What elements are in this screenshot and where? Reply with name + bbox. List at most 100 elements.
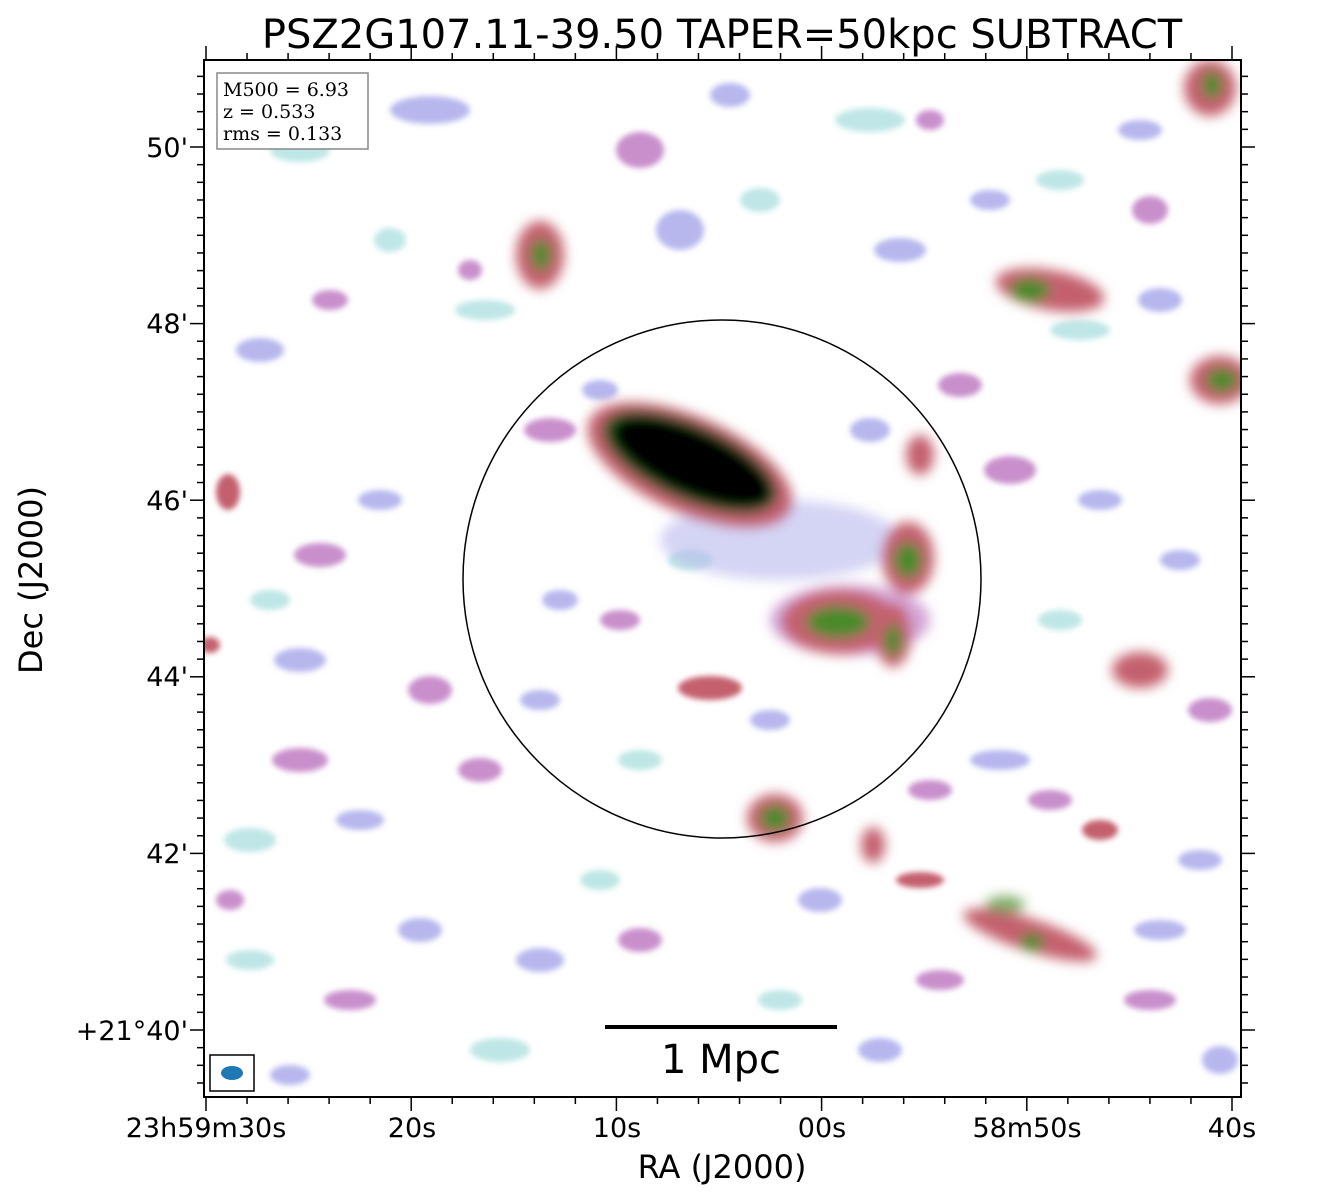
noise-blob <box>470 1038 530 1062</box>
noise-blob <box>908 780 952 800</box>
y-tick-label: +21°40' <box>76 1016 188 1047</box>
noise-blob <box>358 490 402 510</box>
info-box-frame <box>216 72 369 150</box>
noise-blob <box>204 637 220 653</box>
noise-blob <box>224 828 276 852</box>
y-axis-tick-labels: +21°40' 42' 44' 46' 48' 50' <box>76 133 188 1047</box>
noise-blob <box>618 750 662 770</box>
noise-blob <box>1050 320 1110 340</box>
noise-blob <box>524 418 576 442</box>
info-redshift: z = 0.533 <box>223 101 315 123</box>
noise-blob <box>1082 820 1118 840</box>
noise-blob <box>1188 698 1232 722</box>
noise-blob <box>750 710 790 730</box>
noise-blob <box>970 190 1010 210</box>
noise-blob <box>455 300 515 320</box>
source-core <box>531 239 551 271</box>
noise-blob <box>1036 170 1084 190</box>
noise-blob <box>458 758 502 782</box>
noise-blob <box>678 676 742 700</box>
noise-blob <box>324 990 376 1010</box>
scalebar: 1 Mpc <box>605 1025 837 1083</box>
source-outer <box>1112 652 1168 688</box>
source-core <box>1020 933 1044 951</box>
plot-area: M500 = 6.93 z = 0.533 rms = 0.133 1 Mpc <box>203 59 1242 1098</box>
x-tick-label: 00s <box>798 1113 846 1144</box>
noise-blob <box>798 888 842 912</box>
noise-blob <box>1202 1046 1238 1074</box>
x-tick-label: 58m50s <box>972 1113 1081 1144</box>
noise-blob <box>916 970 964 990</box>
source-core <box>1206 368 1238 392</box>
source-core <box>760 805 790 831</box>
noise-blob <box>740 188 780 212</box>
noise-blob <box>1038 610 1082 630</box>
noise-blob <box>970 750 1030 770</box>
noise-blob <box>1028 790 1072 810</box>
noise-blob <box>1178 850 1222 870</box>
noise-blob <box>858 1038 902 1062</box>
x-axis-tick-labels: 23h59m30s 20s 10s 00s 58m50s 40s <box>126 1113 1257 1144</box>
y-tick-label: 42' <box>146 839 188 870</box>
noise-blob <box>896 872 944 888</box>
x-axis-label: RA (J2000) <box>638 1148 807 1186</box>
noise-blob <box>272 748 328 772</box>
source-outer <box>906 435 934 475</box>
source-core <box>806 606 870 638</box>
noise-blob <box>1078 490 1122 510</box>
scalebar-label: 1 Mpc <box>661 1037 781 1083</box>
beam-ellipse <box>221 1066 243 1080</box>
noise-blob <box>516 948 564 972</box>
noise-blob <box>600 610 640 630</box>
noise-blob <box>216 890 244 910</box>
noise-blob <box>850 418 890 442</box>
noise-blob <box>236 338 284 362</box>
noise-blob <box>458 260 482 280</box>
noise-blob <box>1134 920 1186 940</box>
noise-blob <box>216 474 240 510</box>
noise-blob <box>874 238 926 262</box>
source-core <box>894 542 922 578</box>
noise-blob <box>835 108 905 132</box>
source-core <box>1010 278 1050 302</box>
cluster-emission-layer <box>516 60 1241 962</box>
noise-blob <box>408 676 452 704</box>
y-tick-label: 50' <box>146 133 188 164</box>
noise-blob <box>542 590 578 610</box>
noise-blob <box>984 456 1036 484</box>
r500-circle <box>462 319 982 839</box>
noise-blob <box>758 990 802 1010</box>
noise-blob <box>916 110 944 130</box>
chart-title: PSZ2G107.11-39.50 TAPER=50kpc SUBTRACT <box>262 12 1183 58</box>
plot-frame <box>203 59 1242 1098</box>
y-tick-label: 48' <box>146 309 188 340</box>
noise-blob <box>616 132 664 168</box>
noise-blob <box>398 918 442 942</box>
y-tick-label: 46' <box>146 486 188 517</box>
noise-blob <box>274 648 326 672</box>
axis-ticks <box>190 46 1255 1111</box>
y-tick-label: 44' <box>146 662 188 693</box>
noise-blob <box>1132 196 1168 224</box>
noise-blob <box>390 96 470 124</box>
radio-emission <box>204 60 1241 1085</box>
noise-blob <box>270 1065 310 1085</box>
source-outer <box>985 896 1025 914</box>
noise-blob <box>656 210 704 250</box>
noise-blob <box>294 543 346 567</box>
noise-blob <box>374 228 406 252</box>
beam-indicator <box>209 1054 255 1092</box>
x-tick-label: 23h59m30s <box>126 1113 287 1144</box>
noise-blob <box>938 373 982 397</box>
noise-blob <box>1138 288 1182 312</box>
noise-blob <box>226 950 274 970</box>
info-m500: M500 = 6.93 <box>223 79 349 101</box>
source-core <box>884 624 902 656</box>
noise-blob <box>1118 120 1162 140</box>
source-core <box>1202 71 1222 99</box>
noise-blob <box>312 290 348 310</box>
noise-blob <box>250 590 290 610</box>
noise-blob <box>710 83 750 107</box>
source-outer <box>861 827 885 863</box>
source-core <box>612 416 772 508</box>
